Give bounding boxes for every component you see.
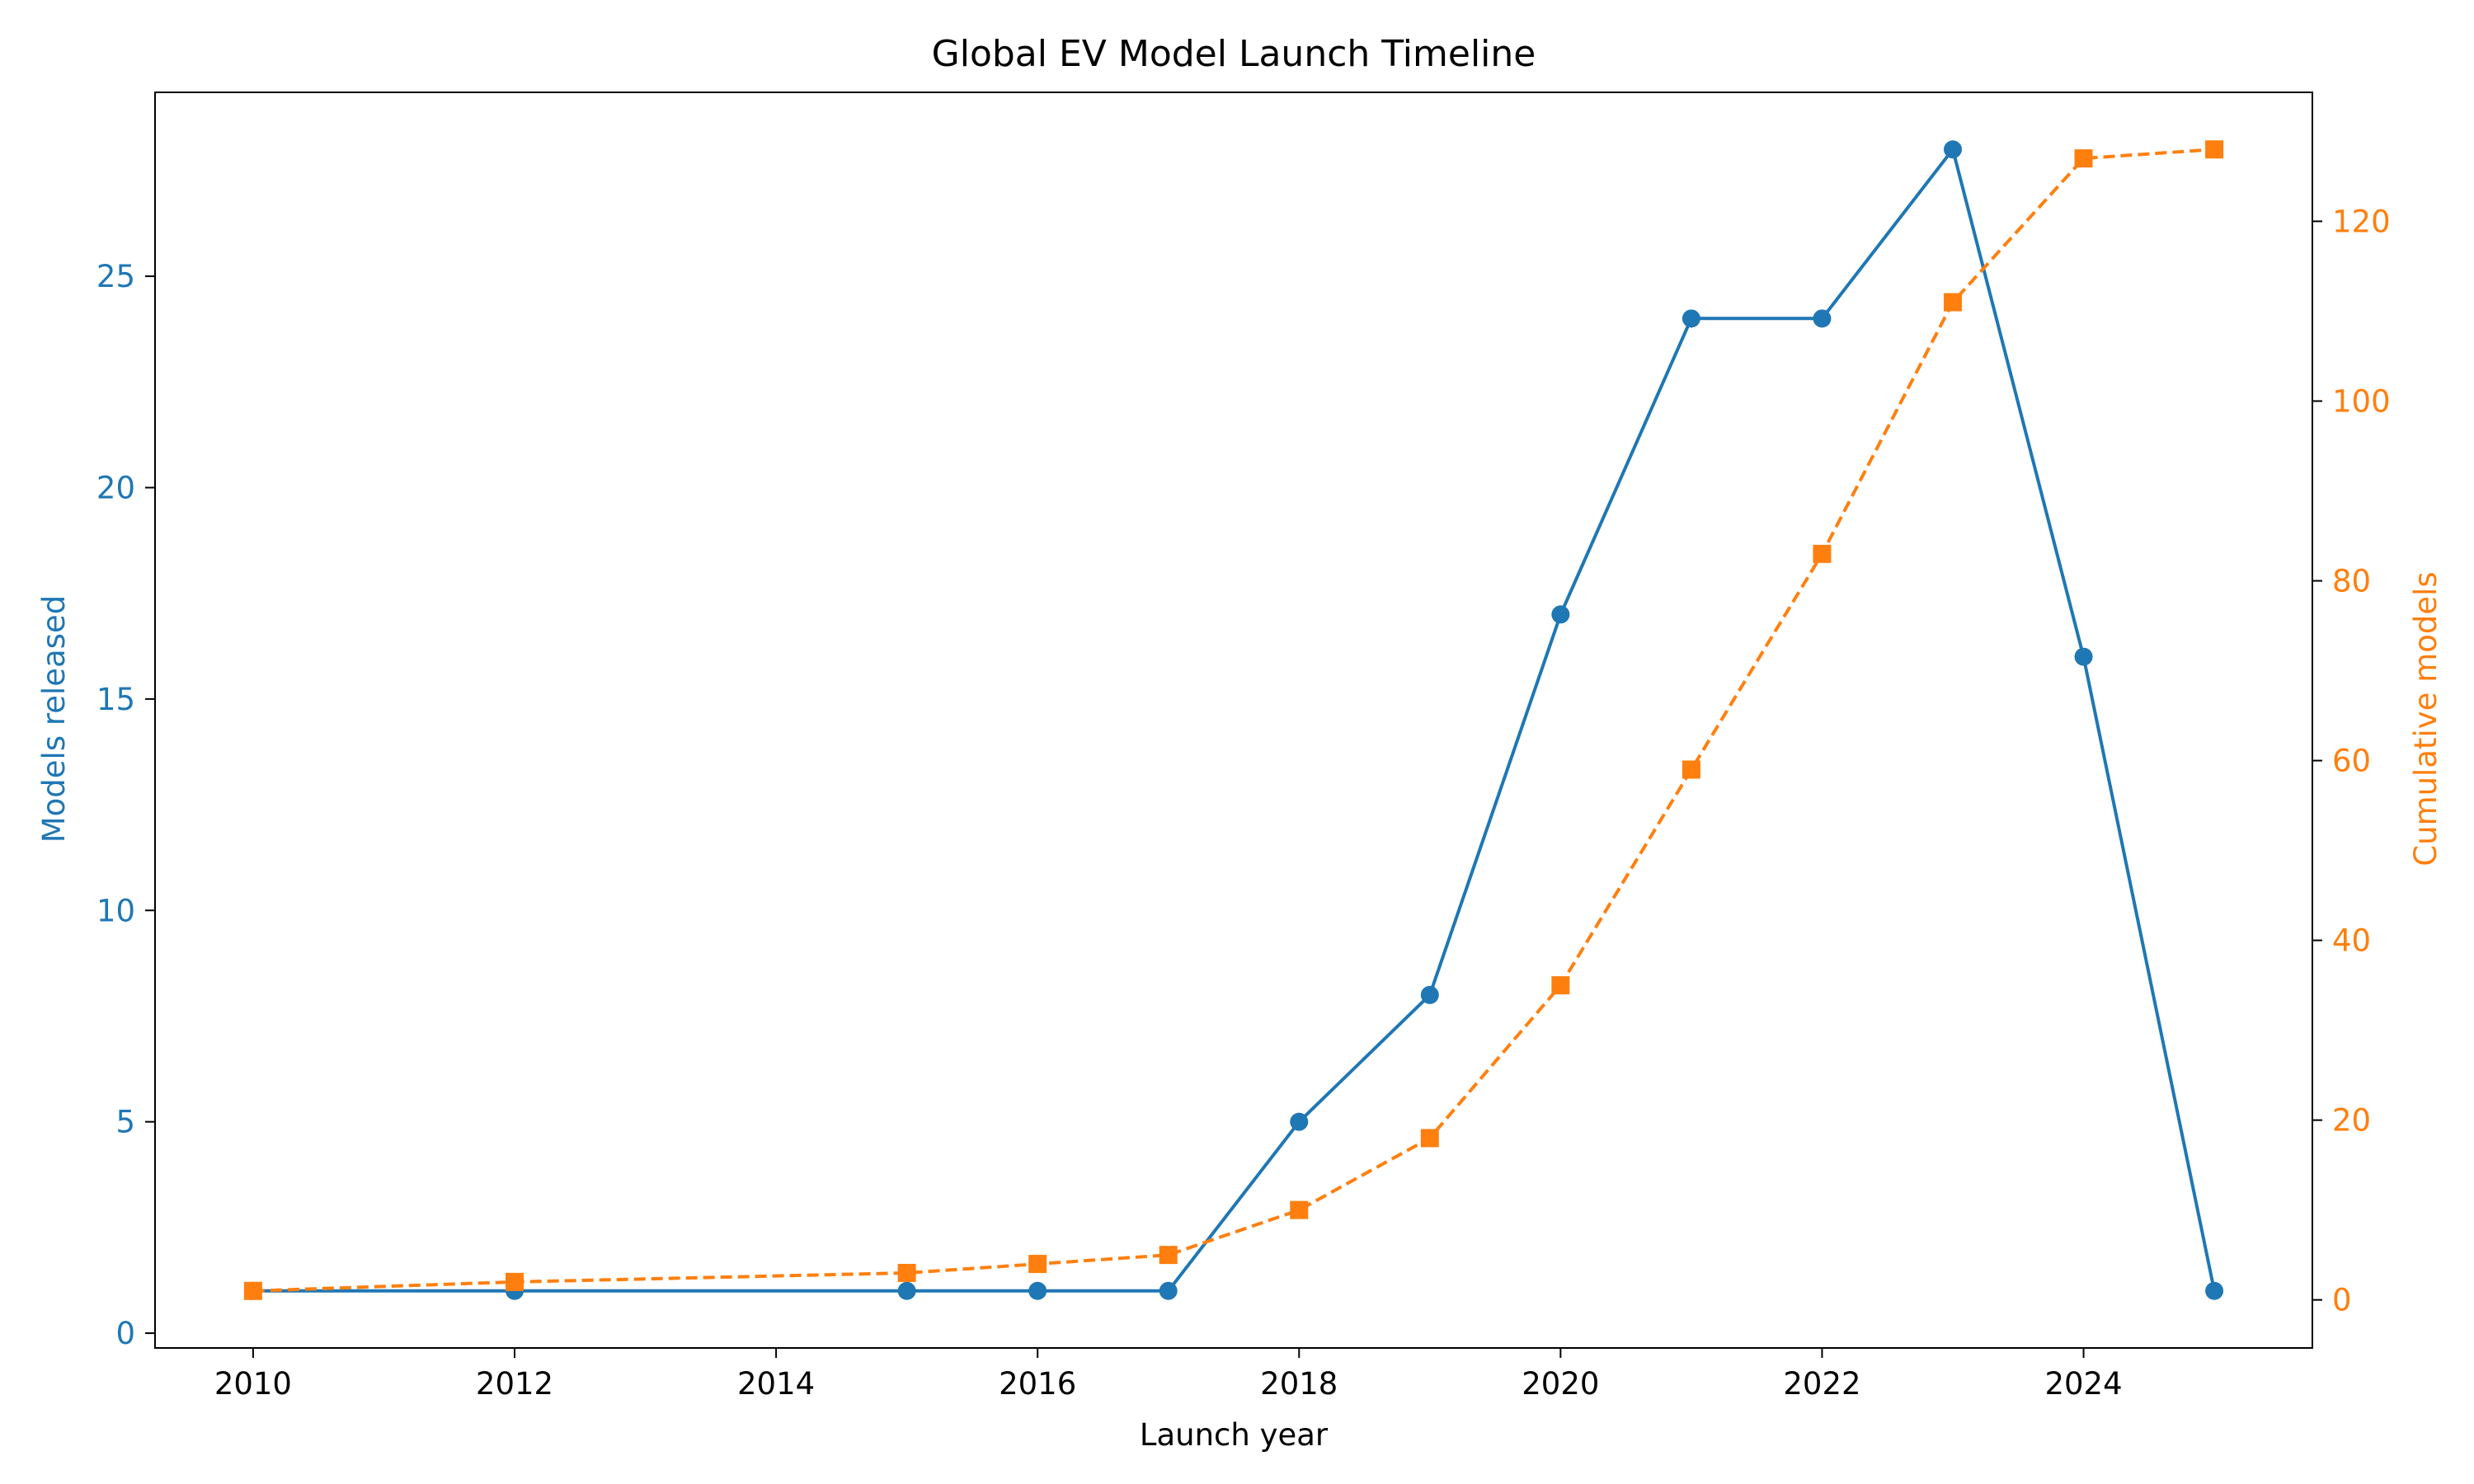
y-left-tick-label: 5 — [115, 1105, 135, 1140]
y-right-tick-label: 80 — [2332, 564, 2371, 599]
y-axis-left-label: Models released — [36, 595, 72, 843]
y-left-tick-label: 0 — [115, 1316, 135, 1351]
y-left-tick-label: 15 — [96, 682, 135, 717]
x-axis-label: Launch year — [1140, 1417, 1329, 1453]
models-released-marker — [1420, 985, 1439, 1004]
y-right-tick-label: 60 — [2332, 744, 2371, 779]
x-tick-label: 2022 — [1783, 1366, 1860, 1402]
y-right-tick-label: 120 — [2332, 204, 2391, 239]
cumulative-models-marker — [1159, 1246, 1178, 1265]
models-released-marker — [897, 1281, 916, 1300]
cumulative-models-marker — [897, 1263, 916, 1282]
cumulative-models-marker — [243, 1281, 262, 1300]
x-tick-label: 2020 — [1522, 1366, 1599, 1402]
cumulative-models-marker — [1290, 1200, 1309, 1219]
y-axis-right-label: Cumulative models — [2408, 571, 2443, 866]
x-tick-label: 2012 — [476, 1366, 553, 1402]
models-released-marker — [1028, 1281, 1047, 1300]
cumulative-models-marker — [1944, 293, 1962, 312]
cumulative-models-marker — [1420, 1129, 1439, 1148]
x-tick-label: 2014 — [737, 1366, 815, 1402]
y-right-tick-label: 0 — [2332, 1283, 2352, 1318]
y-left-tick-label: 25 — [96, 259, 135, 294]
models-released-marker — [1944, 140, 1962, 159]
y-left-tick-label: 20 — [96, 470, 135, 505]
axes-frame — [154, 92, 2313, 1349]
axes: 2010 2012 2014 2016 2018 2020 2022 202405101520… — [96, 92, 2391, 1402]
y-right-tick-label: 100 — [2332, 383, 2391, 419]
cumulative-models-marker — [1681, 760, 1700, 779]
plot-area — [243, 140, 2224, 1300]
x-tick-label: 2016 — [999, 1366, 1076, 1402]
cumulative-models-marker — [2205, 140, 2224, 159]
y-right-tick-label: 40 — [2332, 923, 2371, 959]
cumulative-models-marker — [1813, 544, 1832, 563]
cumulative-models-marker — [1551, 976, 1570, 995]
chart-title: Global EV Model Launch Timeline — [932, 33, 1536, 75]
y-right-tick-label: 20 — [2332, 1103, 2371, 1139]
models-released-marker — [1681, 309, 1700, 328]
cumulative-models-marker — [1028, 1255, 1047, 1274]
cumulative-models-marker — [506, 1272, 524, 1291]
models-released-marker — [1159, 1281, 1178, 1300]
models-released-marker — [2205, 1281, 2224, 1300]
x-tick-label: 2018 — [1260, 1366, 1338, 1402]
x-tick-label: 2024 — [2044, 1366, 2122, 1402]
x-tick-label: 2010 — [214, 1366, 292, 1402]
models-released-marker — [1290, 1112, 1309, 1131]
models-released-marker — [1551, 605, 1570, 624]
models-released-marker — [1813, 309, 1832, 328]
cumulative-models-marker — [2074, 149, 2093, 168]
models-released-marker — [2074, 647, 2093, 666]
y-left-tick-label: 10 — [96, 893, 135, 928]
